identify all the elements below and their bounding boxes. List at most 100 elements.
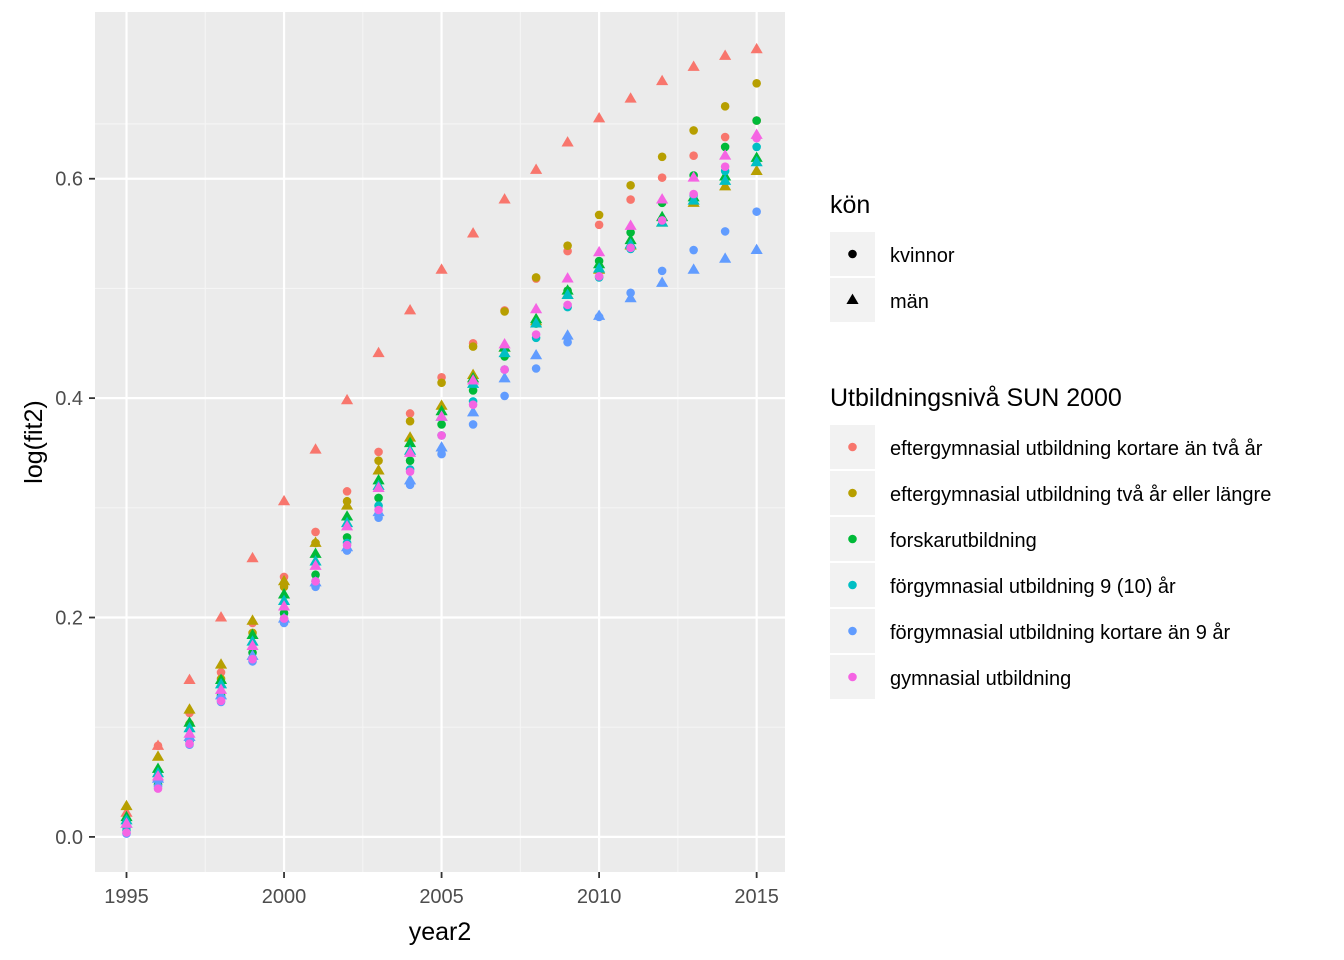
data-point-triangle [340,510,354,521]
data-point-triangle [687,263,700,274]
x-axis-title: year2 [409,918,472,946]
data-point-triangle [435,410,448,421]
data-point-triangle [656,193,669,204]
data-point-circle [563,300,572,310]
data-point-triangle [593,112,606,123]
data-point-triangle [214,683,228,694]
data-point-circle [720,142,730,152]
data-point-triangle [561,288,574,299]
data-point-triangle [467,227,480,238]
data-point-triangle [246,551,259,563]
data-point-circle [437,431,446,440]
legend-color-dot [848,488,857,498]
data-point-circle [374,447,383,457]
data-point-circle [374,493,383,503]
data-point-triangle [750,42,763,54]
legend-color-dot [848,672,857,682]
color-legend-label: förgymnasial utbildning 9 (10) år [890,576,1176,598]
legend-circle-symbol [848,249,857,259]
data-point-triangle [687,60,700,71]
shape-legend-label: kvinnor [890,245,955,267]
data-point-circle [594,210,604,220]
data-point-triangle [403,473,417,485]
data-point-triangle [656,74,669,86]
data-point-triangle [340,499,354,510]
data-point-triangle [719,149,732,160]
data-point-triangle [403,446,417,457]
data-point-triangle [214,611,228,622]
data-point-circle [500,307,509,316]
data-point-circle [657,152,667,162]
data-point-triangle [277,574,291,586]
data-point-triangle [183,727,196,738]
data-point-circle [657,173,667,182]
data-point-circle [374,456,383,465]
data-point-circle [153,784,163,793]
data-point-circle [405,409,415,418]
data-point-triangle [403,431,417,442]
data-point-circle [437,449,446,459]
legend-color-dot [848,534,857,544]
data-point-triangle [561,329,574,340]
data-point-triangle [435,263,448,274]
shape-legend: kvinnor män [830,232,955,322]
data-point-circle [279,614,289,623]
data-point-circle [752,207,761,216]
data-point-circle [563,337,572,347]
data-point-triangle [120,817,133,828]
data-point-circle [626,195,635,204]
data-point-circle [216,696,226,706]
data-point-triangle [340,393,354,405]
data-point-circle [185,739,194,748]
data-point-triangle [530,302,543,314]
data-point-circle [248,654,257,664]
data-point-triangle [151,770,165,781]
data-point-triangle [120,799,133,811]
data-point-circle [437,420,446,429]
data-point-circle [594,272,604,281]
data-point-triangle [183,716,196,727]
x-tick-label: 2015 [734,886,779,908]
data-point-circle [720,102,730,111]
data-point-triangle [277,600,291,611]
data-point-triangle [498,371,511,383]
data-point-triangle [151,750,165,761]
data-point-circle [468,342,478,351]
data-point-triangle [309,547,322,558]
shape-legend-title: kön [830,191,870,219]
shape-legend-label: män [890,291,929,313]
data-point-circle [468,420,478,429]
data-point-triangle [719,180,732,191]
data-point-triangle [593,262,606,273]
data-point-circle [752,79,761,88]
data-point-circle [720,162,730,171]
data-point-circle [342,487,352,496]
y-tick-label: 0.6 [55,169,83,191]
data-point-circle [437,378,446,388]
data-point-triangle [372,481,385,493]
data-point-circle [342,540,352,550]
color-legend-label: gymnasial utbildning [890,668,1071,690]
color-legend-title: Utbildningsnivå SUN 2000 [830,384,1122,412]
data-point-triangle [246,628,259,640]
x-tick-label: 1995 [104,886,149,908]
data-point-circle [531,364,541,373]
data-point-triangle [530,163,543,174]
data-point-circle [626,243,635,253]
data-point-circle [626,228,635,237]
color-legend-label: eftergymnasial utbildning två år eller l… [890,484,1271,506]
data-points [120,42,763,838]
x-axis: 1995 2000 2005 2010 2015 [104,872,779,908]
panel-background [95,12,785,872]
data-point-triangle [309,559,322,570]
data-point-triangle [530,317,543,328]
data-point-circle [405,467,415,476]
data-point-triangle [750,155,763,167]
data-point-triangle [687,171,700,182]
data-point-triangle [277,588,291,599]
data-point-circle [122,828,131,837]
data-point-circle [531,330,541,339]
data-point-triangle [183,673,196,685]
data-point-triangle [498,193,511,204]
data-point-triangle [372,464,385,475]
